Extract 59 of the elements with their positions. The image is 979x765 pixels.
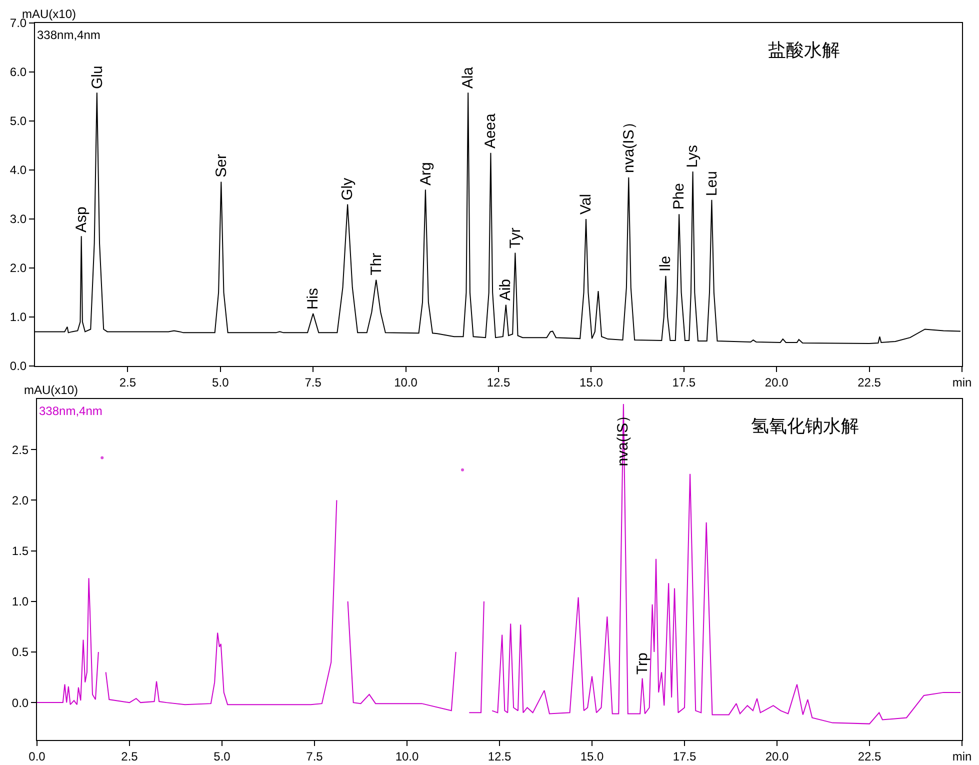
annotation: Arg (417, 162, 434, 186)
x-tick-label: 10.0 (394, 375, 418, 390)
annotation: Phe (670, 182, 688, 210)
y-axis-title: mAU(x10) (24, 383, 78, 397)
x-tick-label: 12.5 (488, 749, 512, 764)
y-tick-label: 2.0 (10, 261, 27, 276)
annotation: Glu (88, 66, 106, 89)
annotation: nva(IS） (620, 114, 638, 173)
annotation: Val (578, 194, 595, 215)
annotation: Aeea (482, 112, 499, 149)
annotation: Asp (73, 206, 90, 232)
annotation: Gly (338, 177, 356, 200)
x-tick-label: 2.5 (119, 375, 136, 390)
x-tick-label: 22.5 (858, 375, 882, 390)
y-tick-label: 0.5 (12, 645, 29, 660)
y-tick-label: 3.0 (10, 212, 27, 226)
y-tick-label: 1.0 (12, 594, 29, 609)
y-tick-label: 6.0 (10, 65, 27, 80)
x-tick-label: 10.0 (395, 749, 419, 764)
annotation: Ile (656, 256, 674, 272)
annotation: Lys (684, 144, 701, 168)
text: 氢氧化钠水解 (751, 416, 859, 437)
y-axis-title: mAU(x10) (22, 7, 76, 21)
y-tick-label: 2.5 (12, 442, 29, 457)
y-tick-label: 5.0 (10, 114, 27, 128)
x-tick-label: 15.0 (580, 749, 604, 764)
annotation: nva(IS） (614, 408, 632, 466)
annotation: Ser (212, 154, 230, 178)
annotation: Thr (368, 252, 385, 276)
annotation: Trp (634, 652, 652, 675)
annotation: Leu (703, 171, 720, 196)
x-tick-label: 5.0 (212, 375, 230, 390)
annotation: Tyr (506, 228, 524, 248)
x-tick-label: 15.0 (580, 375, 604, 390)
x-tick-label: min (952, 375, 972, 390)
x-tick-label: 12.5 (486, 375, 510, 390)
x-tick-label: min (952, 749, 972, 764)
text: 盐酸水解 (768, 40, 840, 61)
y-tick-label: 1.0 (10, 310, 27, 324)
y-tick-label: 1.5 (12, 544, 29, 558)
y-tick-label: 0.0 (12, 696, 29, 710)
x-tick-label: 22.5 (858, 749, 882, 764)
x-tick-label: 20.0 (764, 375, 789, 390)
y-tick-label: 2.0 (12, 493, 29, 508)
x-tick-label: 2.5 (121, 749, 138, 764)
x-tick-label: 0.0 (28, 749, 46, 764)
annotation: Ala (460, 66, 477, 89)
annotation: His (304, 288, 322, 310)
annotation: Aib (497, 278, 514, 301)
x-tick-label: 17.5 (672, 375, 696, 390)
annotation: 338nm,4nm (37, 28, 100, 42)
y-tick-label: 4.0 (10, 163, 27, 178)
y-tick-label: 0.0 (10, 359, 27, 374)
x-tick-label: 5.0 (214, 749, 231, 764)
x-tick-label: 7.5 (306, 749, 324, 764)
x-tick-label: 17.5 (672, 749, 696, 764)
x-tick-label: 7.5 (304, 375, 322, 390)
annotation: 338nm,4nm (39, 404, 102, 418)
x-tick-label: 20.0 (765, 749, 789, 764)
